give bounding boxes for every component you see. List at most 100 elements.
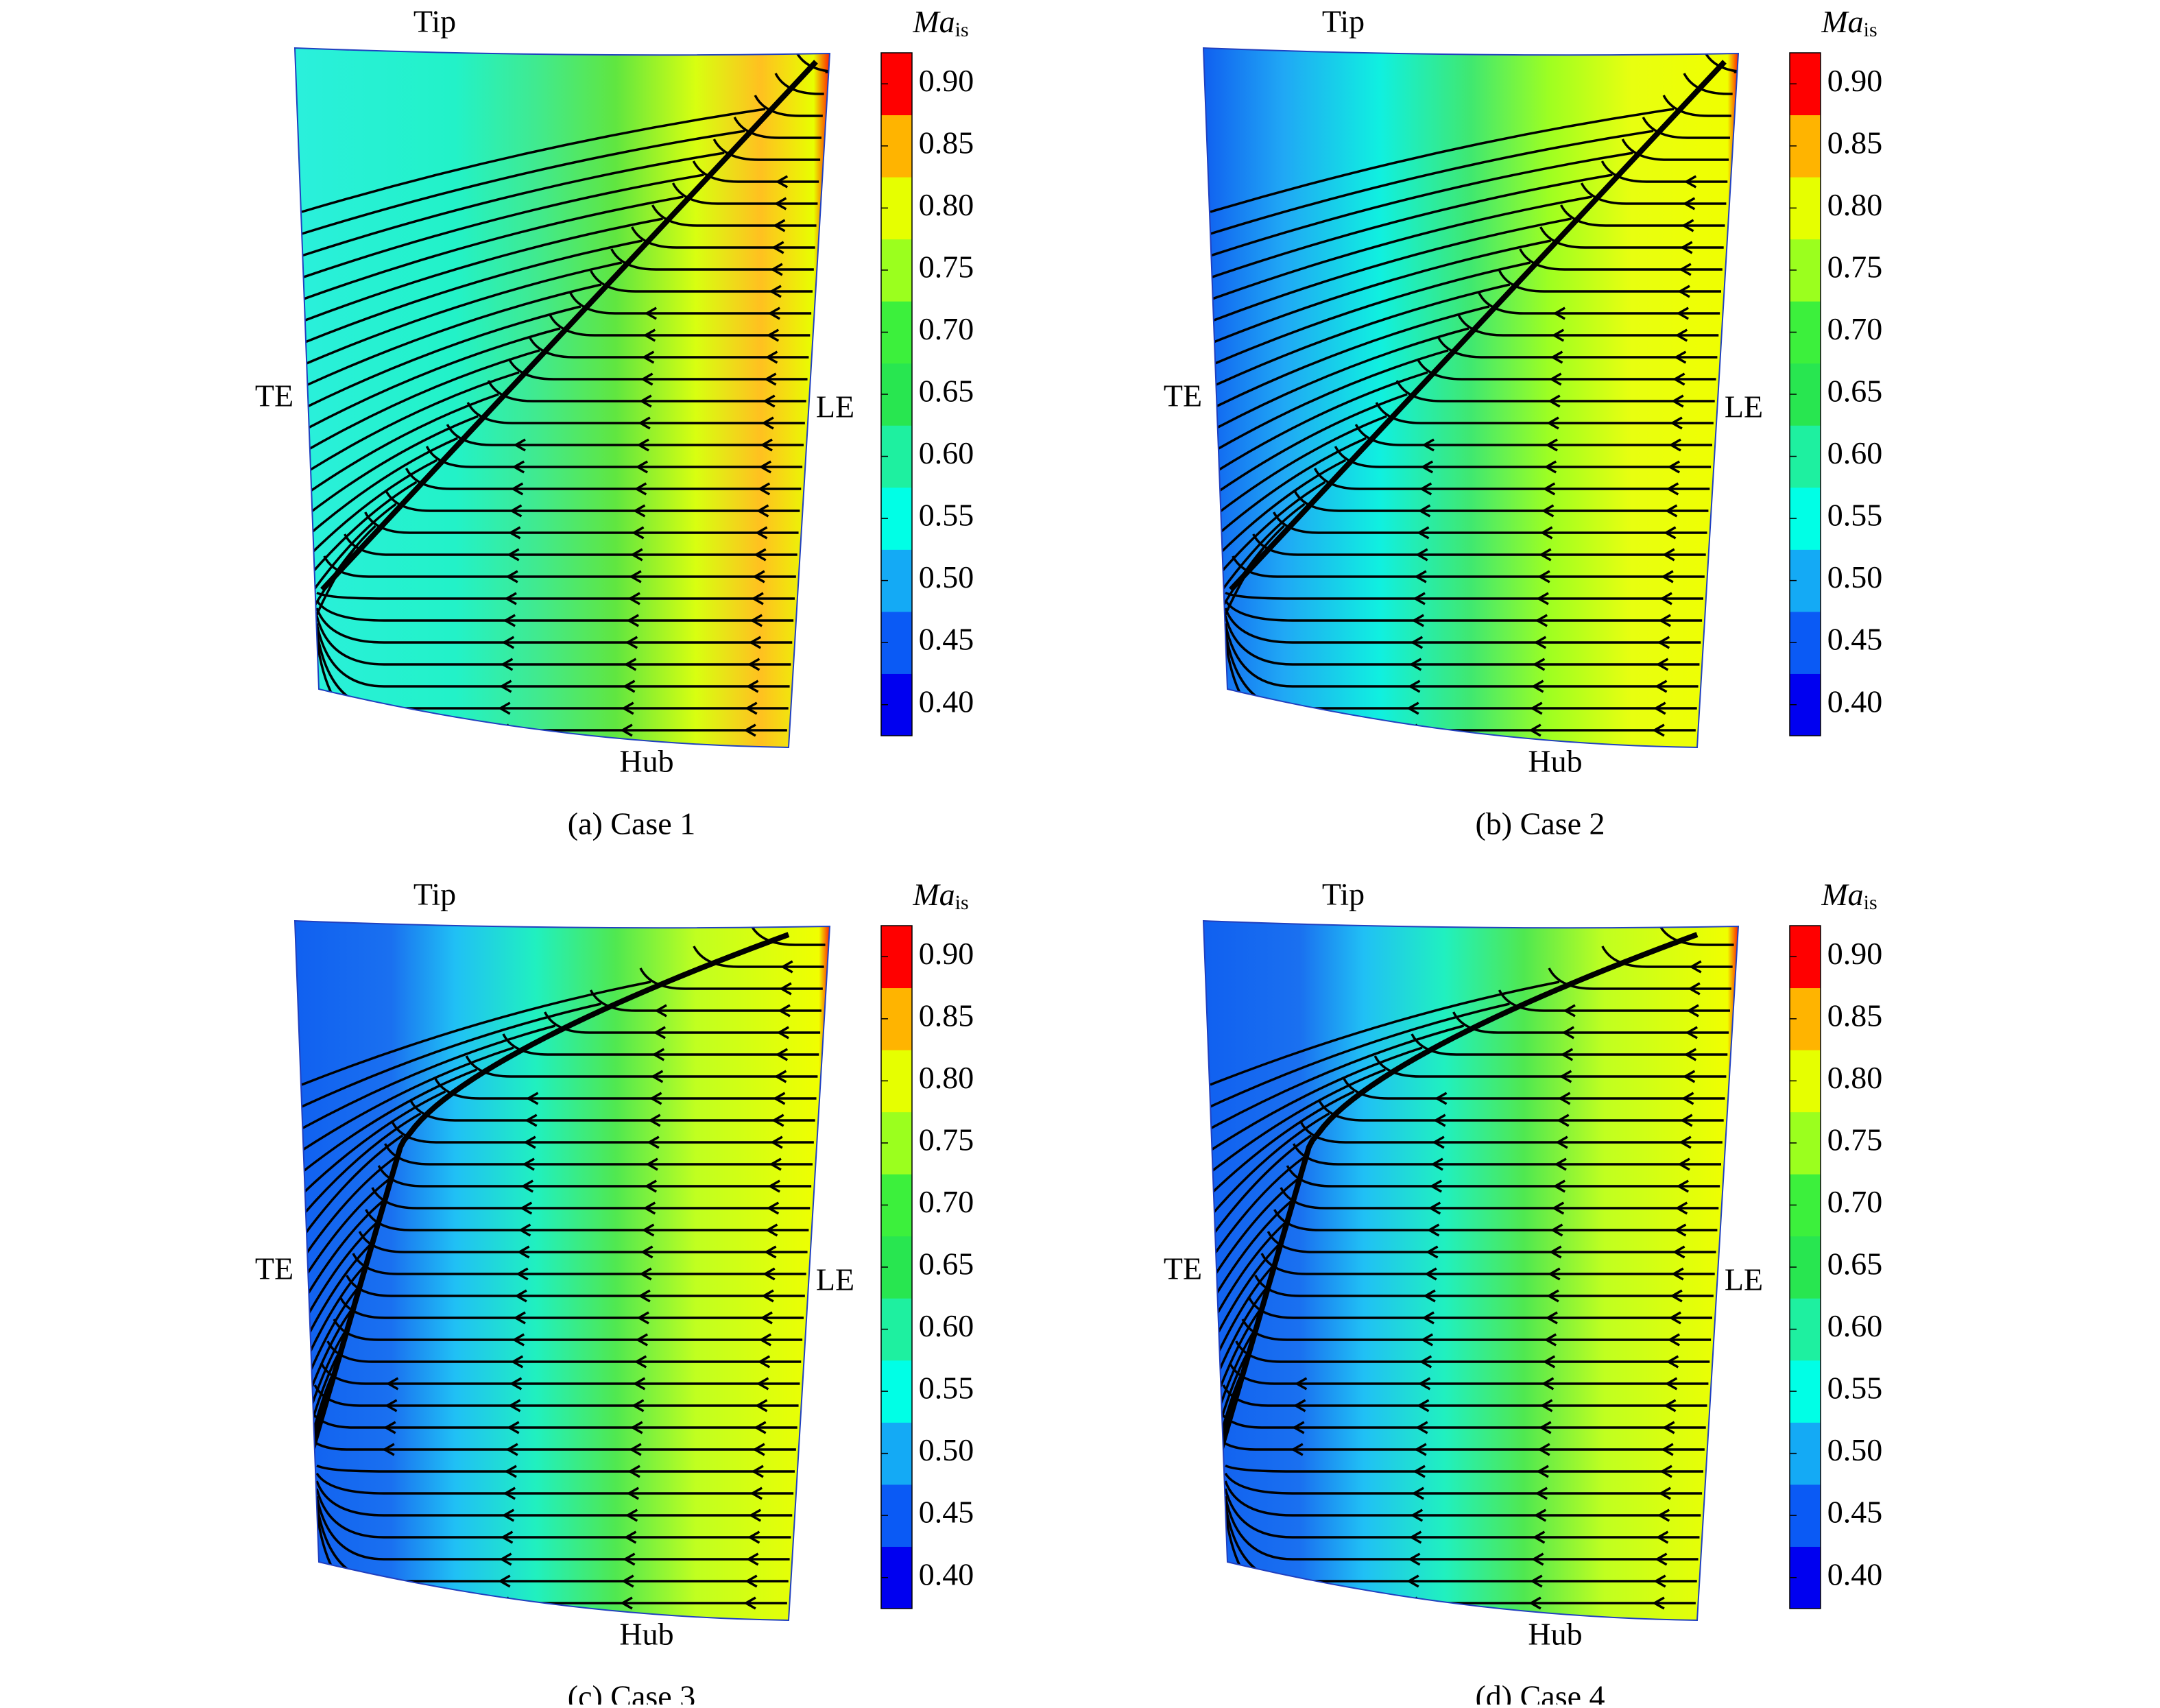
streamline-arrow	[634, 1355, 647, 1369]
streamline-arrow	[1414, 570, 1427, 584]
colorbar-title-main: Ma	[912, 877, 955, 912]
streamline-arrow	[1658, 614, 1672, 627]
colorbar-tick-label: 0.85	[1827, 125, 1883, 160]
streamline-arrow	[754, 1421, 767, 1434]
streamline-arrow	[761, 1289, 774, 1303]
streamline-arrow	[1675, 1201, 1688, 1215]
streamline	[590, 270, 813, 293]
panel: Tip TE LE Hub (c) Case 3 0.40 0.45 0.50 0.55 0.60…	[255, 877, 974, 1708]
streamline-arrow	[1682, 1070, 1696, 1083]
streamline-arrow	[1408, 658, 1422, 671]
streamline	[1299, 1121, 1723, 1144]
streamline-arrow	[1541, 504, 1555, 518]
streamline-arrow	[1531, 1552, 1544, 1566]
colorbar-title: Mais	[1821, 4, 1877, 41]
streamline	[1210, 305, 1490, 411]
streamline-arrow	[627, 592, 640, 605]
streamline-arrow	[1532, 658, 1546, 671]
streamline-arrow	[1667, 460, 1681, 474]
streamline-arrow	[644, 306, 658, 320]
streamline-arrow	[626, 1487, 640, 1500]
streamline-arrow	[1668, 1311, 1681, 1325]
streamline	[1209, 393, 1408, 498]
streamline-arrow	[519, 1201, 533, 1215]
annotation: Tip	[413, 4, 456, 39]
annotation: LE	[1725, 389, 1763, 424]
streamline-arrow	[760, 1311, 773, 1325]
streamline	[1600, 160, 1728, 183]
annotation: TE	[255, 1251, 293, 1286]
streamline-arrow	[754, 548, 767, 562]
streamline	[1519, 248, 1723, 271]
streamline	[1222, 1384, 1707, 1407]
streamline-arrow	[1415, 1421, 1428, 1434]
streamline-arrow	[1433, 1114, 1446, 1127]
streamline-arrow	[1677, 1157, 1690, 1171]
colorbar-tick-label: 0.40	[1827, 684, 1883, 719]
streamline	[1224, 615, 1700, 666]
streamline-arrow	[498, 1574, 511, 1588]
streamline-arrow	[751, 592, 764, 605]
streamline-arrow	[1419, 1355, 1432, 1369]
colorbar-tick-label: 0.50	[919, 1432, 974, 1467]
streamline	[1395, 380, 1715, 402]
streamline-arrow	[1655, 1552, 1668, 1566]
streamline-arrow	[1652, 1596, 1665, 1610]
streamline	[1209, 1178, 1299, 1283]
streamline-arrow	[1673, 350, 1687, 364]
streamline	[1210, 981, 1560, 1086]
streamline-arrow	[626, 614, 640, 627]
streamline	[1225, 1464, 1704, 1473]
annotation: Tip	[1322, 877, 1365, 912]
streamline-arrow	[1417, 504, 1431, 518]
streamline	[300, 1112, 422, 1218]
streamline-arrow	[1672, 372, 1685, 386]
streamline-arrow	[632, 1377, 646, 1391]
streamline-arrow	[639, 1267, 652, 1281]
streamline-arrow	[1411, 1487, 1425, 1500]
colorbar-tick-label: 0.75	[1827, 249, 1883, 284]
streamline	[316, 1464, 795, 1473]
streamline-arrow	[509, 1377, 523, 1391]
colorbar-tick-label: 0.85	[919, 998, 974, 1033]
streamline	[466, 402, 805, 424]
colorbar-tick-label: 0.90	[919, 936, 974, 971]
streamline	[301, 130, 745, 235]
streamline	[795, 51, 830, 73]
streamline-arrow	[764, 1245, 777, 1259]
streamline-arrow	[1655, 679, 1668, 693]
streamline-arrow	[1653, 1574, 1666, 1588]
streamline-arrow	[757, 482, 771, 496]
streamline-arrow	[648, 1114, 661, 1127]
streamline-arrow	[1420, 460, 1434, 474]
streamline-arrow	[766, 1201, 780, 1215]
streamline-arrow	[1421, 438, 1435, 452]
streamline-arrow	[523, 1135, 536, 1149]
streamline-arrow	[1671, 394, 1684, 408]
streamline	[1210, 152, 1633, 257]
streamline-arrow	[522, 1157, 535, 1171]
streamline-arrow	[765, 350, 778, 364]
streamline-arrow	[1417, 1377, 1431, 1391]
streamline	[409, 1099, 815, 1122]
annotation: TE	[255, 378, 293, 413]
streamline-arrow	[517, 1245, 530, 1259]
streamline-arrow	[1664, 1399, 1677, 1412]
streamline-arrow	[1676, 1179, 1689, 1193]
streamline-arrow	[773, 219, 786, 232]
streamline-arrow	[1681, 219, 1694, 232]
streamline-arrow	[1681, 1092, 1694, 1105]
streamline-arrow	[747, 1530, 760, 1544]
streamline-arrow	[1410, 1508, 1424, 1522]
streamline-arrow	[630, 548, 643, 562]
annotation: Hub	[1528, 1617, 1582, 1652]
streamline-arrow	[643, 1201, 656, 1215]
streamline	[1210, 173, 1613, 279]
streamline-arrow	[779, 982, 792, 996]
streamline-arrow	[1430, 1157, 1443, 1171]
streamline	[1254, 1275, 1714, 1297]
streamline	[1210, 283, 1511, 389]
streamline-arrow	[498, 701, 511, 715]
streamline-arrow	[513, 438, 526, 452]
streamline	[1478, 292, 1720, 315]
